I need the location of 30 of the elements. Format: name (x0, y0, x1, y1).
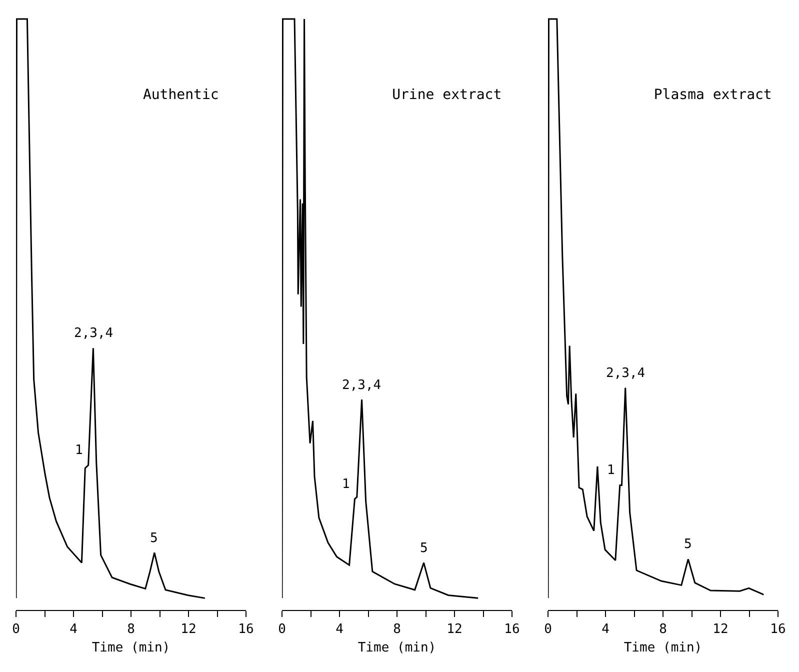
x-tick-label: 16 (238, 622, 254, 637)
x-tick-label: 4 (336, 622, 344, 637)
x-tick-label: 0 (544, 622, 552, 637)
annotation: 1 (607, 463, 615, 478)
x-tick-label: 16 (504, 622, 520, 637)
annotation: 2,3,4 (342, 378, 382, 393)
x-tick-label: 0 (12, 622, 20, 637)
annotation: 5 (684, 537, 692, 552)
text: Authentic (142, 86, 219, 103)
x-tick-label: 8 (393, 622, 401, 637)
x-tick-label: 8 (659, 622, 667, 637)
x-axis-title: Time (min) (92, 640, 170, 656)
text: Urine extract (392, 86, 502, 103)
x-tick-label: 12 (712, 622, 728, 637)
annotation: 1 (75, 443, 83, 458)
x-axis-title: Time (min) (358, 640, 436, 656)
x-tick-label: 4 (70, 622, 78, 637)
x-tick-label: 16 (770, 622, 786, 637)
text: Plasma extract (654, 86, 772, 103)
annotation: 2,3,4 (606, 366, 646, 381)
x-tick-label: 4 (602, 622, 610, 637)
annotation: 1 (342, 477, 350, 492)
x-tick-label: 12 (446, 622, 462, 637)
annotation: 5 (150, 531, 158, 546)
annotation: 5 (420, 541, 428, 556)
x-tick-label: 12 (180, 622, 196, 637)
x-tick-label: 0 (278, 622, 286, 637)
annotation: 2,3,4 (74, 326, 114, 341)
x-axis-title: Time (min) (624, 640, 702, 656)
x-tick-label: 8 (127, 622, 135, 637)
